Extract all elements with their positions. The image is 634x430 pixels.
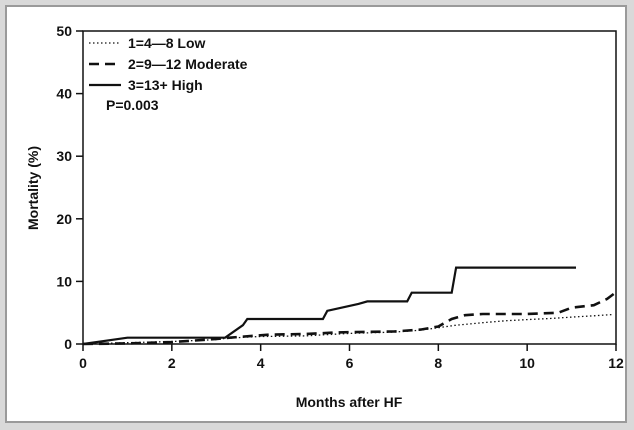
legend-label-3: 3=13+ High (128, 77, 203, 93)
x-axis: 0 2 4 6 8 10 12 (79, 344, 624, 371)
p-value-annotation: P=0.003 (106, 97, 159, 113)
y-tick-label: 40 (56, 86, 72, 102)
y-tick-label: 30 (56, 148, 72, 164)
series-line-2 (82, 292, 615, 346)
series-layer (82, 266, 615, 346)
legend-label-1: 1=4—8 Low (128, 35, 206, 51)
y-tick-label: 20 (56, 211, 72, 227)
y-tick-label: 50 (56, 23, 72, 39)
legend-label-2: 2=9—12 Moderate (128, 56, 248, 72)
x-tick-label: 2 (168, 355, 176, 371)
x-axis-title: Months after HF (296, 394, 403, 410)
series-line-3 (82, 266, 576, 346)
y-axis: 0 10 20 30 40 50 (56, 23, 83, 352)
x-tick-label: 10 (519, 355, 535, 371)
series-line-1 (82, 313, 612, 345)
x-tick-label: 12 (608, 355, 624, 371)
legend: 1=4—8 Low 2=9—12 Moderate 3=13+ High (89, 35, 248, 93)
figure-frame (5, 5, 627, 423)
y-tick-label: 10 (56, 273, 72, 289)
y-tick-label: 0 (64, 336, 72, 352)
x-tick-label: 0 (79, 355, 87, 371)
x-tick-label: 4 (257, 355, 265, 371)
y-axis-title: Mortality (%) (25, 146, 41, 230)
x-tick-label: 8 (434, 355, 442, 371)
x-tick-label: 6 (346, 355, 354, 371)
